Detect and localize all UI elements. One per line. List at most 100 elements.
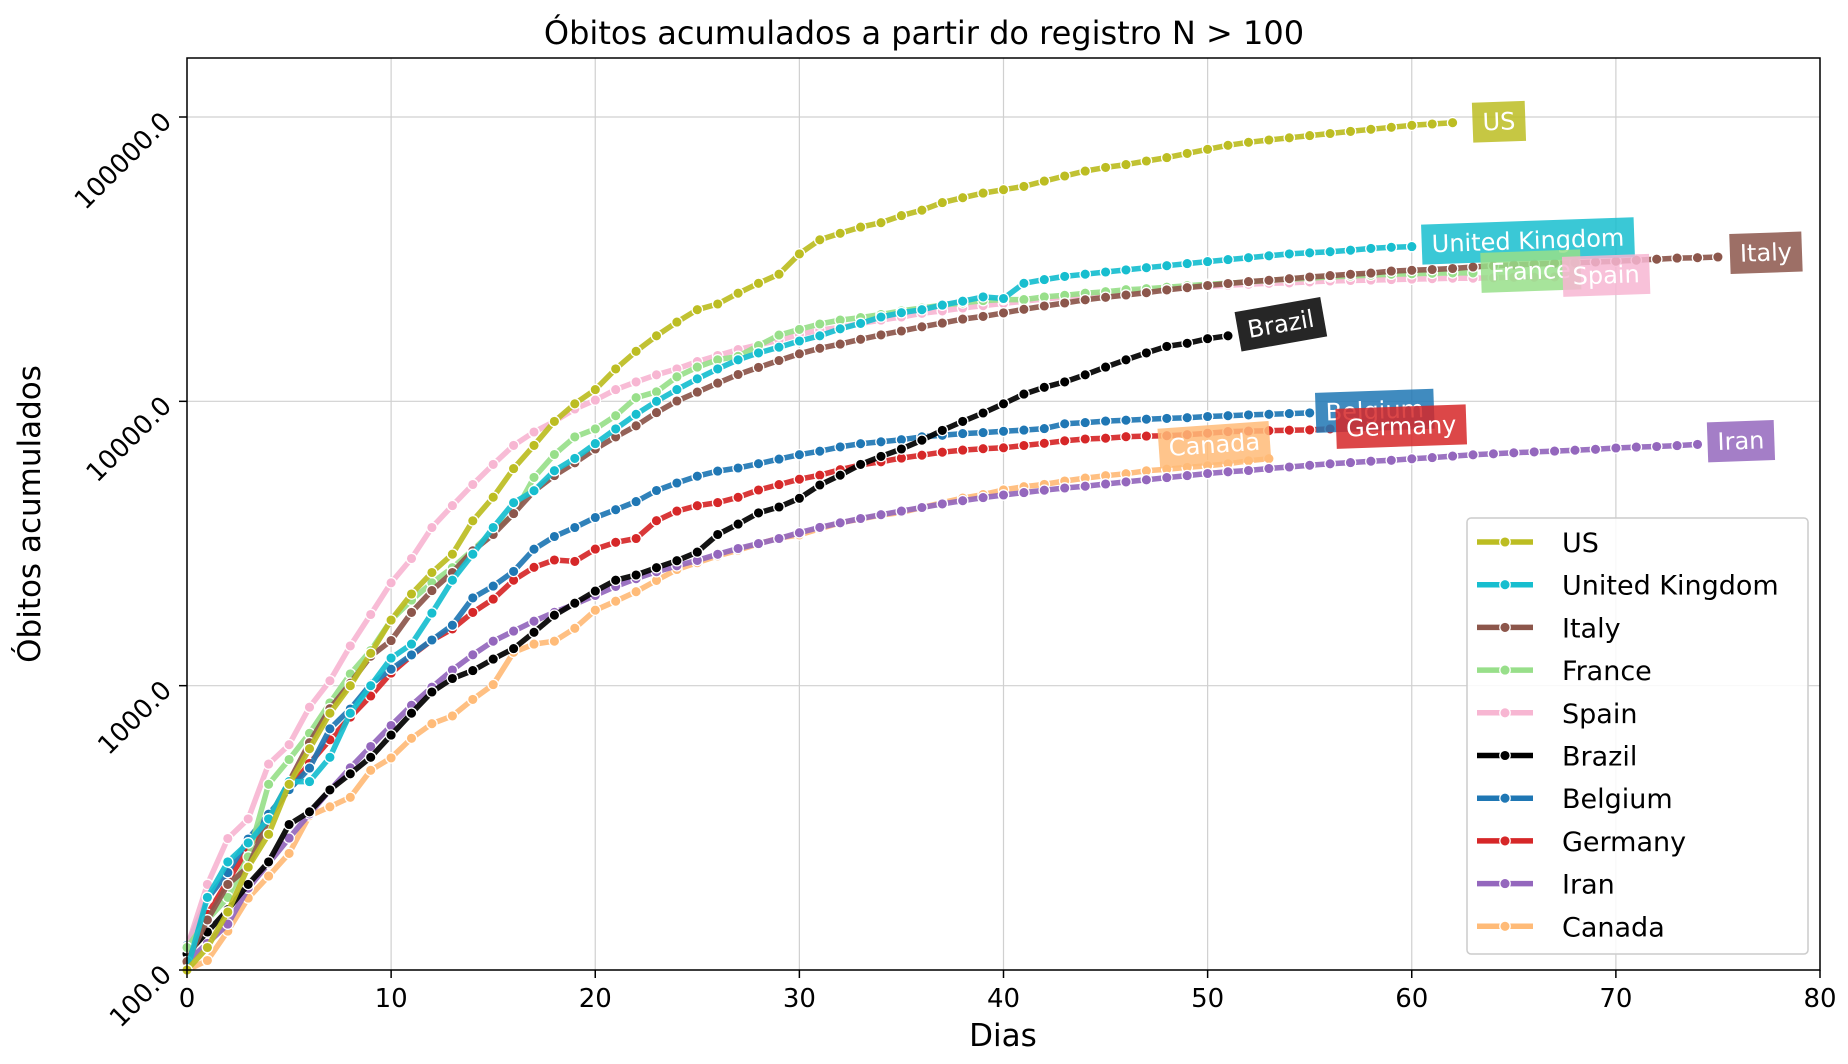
data-point bbox=[1263, 134, 1275, 146]
data-point bbox=[1569, 444, 1581, 457]
data-point bbox=[405, 638, 418, 650]
data-point bbox=[1303, 407, 1316, 419]
data-point bbox=[732, 542, 744, 555]
data-point bbox=[487, 521, 500, 534]
data-point bbox=[405, 588, 418, 600]
data-point bbox=[262, 778, 275, 791]
data-point bbox=[732, 462, 744, 474]
data-point bbox=[1446, 450, 1459, 462]
x-axis: 0 10 20 30 40 50 60 70 80 bbox=[179, 970, 1837, 1014]
data-point bbox=[1201, 143, 1214, 156]
data-point bbox=[1446, 116, 1459, 129]
data-point bbox=[956, 427, 969, 440]
x-tick-label: 40 bbox=[987, 984, 1020, 1014]
data-point bbox=[732, 368, 744, 381]
data-point bbox=[1589, 443, 1602, 456]
data-point bbox=[1303, 424, 1316, 436]
data-point bbox=[303, 762, 316, 774]
data-point bbox=[303, 805, 316, 818]
data-point bbox=[875, 435, 887, 448]
data-point bbox=[426, 686, 438, 698]
data-point bbox=[609, 503, 622, 516]
data-point bbox=[711, 548, 724, 561]
data-point bbox=[426, 584, 438, 597]
end-label-us: US bbox=[1471, 100, 1527, 143]
data-point bbox=[1303, 129, 1316, 142]
data-point bbox=[650, 514, 663, 527]
data-point bbox=[568, 397, 581, 410]
data-point bbox=[487, 491, 500, 504]
data-point bbox=[793, 473, 806, 486]
data-point bbox=[201, 941, 214, 954]
data-point bbox=[1344, 456, 1357, 469]
data-point bbox=[834, 469, 847, 482]
legend-item: United Kingdom bbox=[1477, 571, 1779, 602]
legend-item: Brazil bbox=[1477, 742, 1637, 773]
data-point bbox=[1201, 410, 1214, 423]
data-point bbox=[1018, 439, 1030, 452]
data-point bbox=[630, 408, 642, 421]
data-point bbox=[1120, 158, 1132, 171]
end-label-france: France bbox=[1480, 249, 1582, 293]
data-point bbox=[711, 496, 724, 509]
data-point bbox=[405, 606, 418, 619]
legend-label: Italy bbox=[1562, 613, 1621, 644]
data-point bbox=[303, 775, 316, 788]
data-point bbox=[1160, 340, 1173, 353]
data-point bbox=[875, 450, 887, 463]
legend-label: Belgium bbox=[1562, 784, 1673, 815]
data-point bbox=[773, 329, 785, 341]
data-point bbox=[364, 764, 377, 777]
data-point bbox=[1365, 123, 1377, 136]
data-point bbox=[262, 856, 275, 868]
data-point bbox=[589, 394, 602, 406]
data-point bbox=[1446, 262, 1459, 275]
data-point bbox=[1181, 469, 1194, 482]
data-point bbox=[956, 444, 969, 456]
data-point bbox=[344, 707, 357, 720]
data-point bbox=[303, 742, 316, 755]
data-point bbox=[1405, 119, 1418, 132]
data-point bbox=[793, 347, 806, 360]
data-point bbox=[1201, 279, 1214, 292]
data-point bbox=[1405, 452, 1418, 465]
data-point bbox=[1344, 125, 1357, 138]
data-point bbox=[936, 317, 949, 329]
data-point bbox=[1691, 251, 1704, 264]
data-point bbox=[956, 415, 969, 428]
data-point bbox=[528, 426, 540, 438]
data-point bbox=[977, 291, 989, 303]
data-point bbox=[1058, 376, 1071, 388]
end-label-brazil: Brazil bbox=[1234, 297, 1328, 352]
data-point bbox=[1405, 240, 1418, 253]
data-point bbox=[1079, 480, 1092, 493]
data-point bbox=[671, 505, 683, 517]
legend-item: Belgium bbox=[1477, 784, 1673, 815]
data-point bbox=[650, 329, 663, 342]
data-point bbox=[364, 647, 377, 660]
data-point bbox=[956, 313, 969, 325]
data-point bbox=[793, 248, 806, 260]
data-point bbox=[1038, 381, 1051, 394]
data-point bbox=[1079, 165, 1092, 177]
data-point bbox=[283, 738, 295, 751]
data-point bbox=[385, 752, 397, 764]
legend-marker bbox=[1499, 621, 1511, 634]
data-point bbox=[589, 383, 602, 396]
data-point bbox=[1426, 451, 1439, 464]
legend-marker bbox=[1499, 536, 1511, 548]
data-point bbox=[650, 385, 663, 398]
data-point bbox=[813, 318, 826, 330]
data-point bbox=[283, 818, 295, 831]
series-line bbox=[184, 119, 1456, 973]
end-label-box bbox=[1335, 404, 1468, 449]
data-point bbox=[324, 722, 336, 735]
x-axis-title: Dias bbox=[969, 1018, 1037, 1054]
data-point bbox=[487, 458, 500, 471]
data-point bbox=[548, 635, 561, 648]
legend-marker bbox=[1499, 578, 1511, 591]
data-point bbox=[1283, 424, 1296, 437]
data-point bbox=[548, 448, 561, 461]
legend: US United Kingdom Italy France Spain Brazil Be… bbox=[1466, 517, 1809, 955]
data-point bbox=[1365, 455, 1377, 468]
